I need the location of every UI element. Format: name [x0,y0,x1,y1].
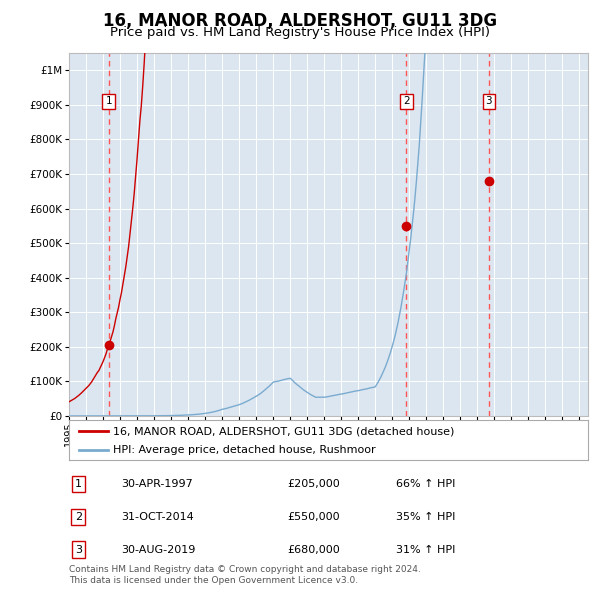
Text: 3: 3 [485,97,492,106]
Text: 1: 1 [106,97,112,106]
Text: 35% ↑ HPI: 35% ↑ HPI [396,512,455,522]
Text: 1: 1 [75,479,82,489]
Text: Contains HM Land Registry data © Crown copyright and database right 2024.
This d: Contains HM Land Registry data © Crown c… [69,565,421,585]
Text: £680,000: £680,000 [287,545,340,555]
Text: Price paid vs. HM Land Registry's House Price Index (HPI): Price paid vs. HM Land Registry's House … [110,26,490,39]
Text: 66% ↑ HPI: 66% ↑ HPI [396,479,455,489]
Text: 16, MANOR ROAD, ALDERSHOT, GU11 3DG: 16, MANOR ROAD, ALDERSHOT, GU11 3DG [103,12,497,30]
Text: 30-APR-1997: 30-APR-1997 [121,479,193,489]
Text: 3: 3 [75,545,82,555]
Text: £550,000: £550,000 [287,512,340,522]
Text: HPI: Average price, detached house, Rushmoor: HPI: Average price, detached house, Rush… [113,445,376,455]
Text: 2: 2 [403,97,410,106]
Text: 31% ↑ HPI: 31% ↑ HPI [396,545,455,555]
Text: £205,000: £205,000 [287,479,340,489]
Text: 30-AUG-2019: 30-AUG-2019 [121,545,195,555]
Text: 16, MANOR ROAD, ALDERSHOT, GU11 3DG (detached house): 16, MANOR ROAD, ALDERSHOT, GU11 3DG (det… [113,427,454,437]
Text: 31-OCT-2014: 31-OCT-2014 [121,512,194,522]
Text: 2: 2 [75,512,82,522]
